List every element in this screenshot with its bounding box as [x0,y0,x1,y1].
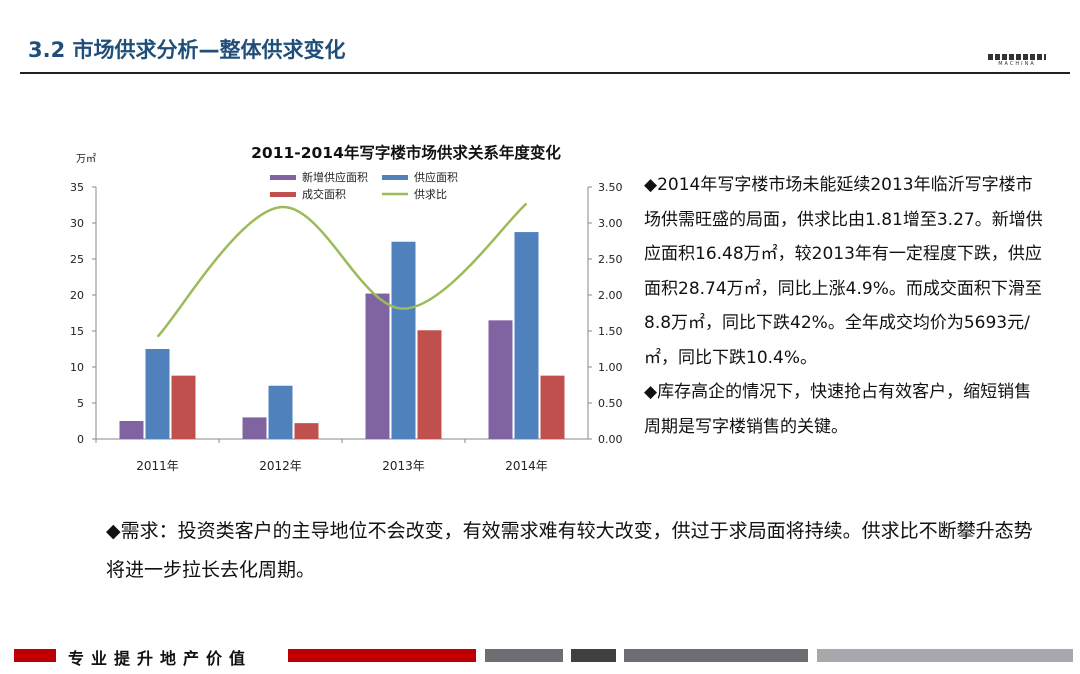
bullet-item: ◆库存高企的情况下，快速抢占有效客户，缩短销售周期是写字楼销售的关键。 [644,382,1032,437]
legend-label: 成交面积 [302,187,346,201]
y2-tick-label: 1.00 [598,361,623,374]
footer-bar-light [817,649,1073,662]
supply-demand-chart: 2011-2014年写字楼市场供求关系年度变化 万㎡ 0 5 10 15 20 25 30 3… [70,143,623,473]
bar-3 [171,375,196,439]
x-tick-label: 2013年 [382,459,425,473]
legend-label: 供应面积 [414,170,458,184]
y-tick-label: 15 [70,325,84,338]
y2-tick-label: 1.50 [598,325,623,338]
y-tick-label: 25 [70,253,84,266]
bar-1 [242,417,267,439]
x-tick-label: 2011年 [136,459,179,473]
title-divider [20,72,1070,74]
y-tick-label: 35 [70,181,84,194]
x-tick-label: 2012年 [259,459,302,473]
footer-slogan: 专业提升地产价值 [68,649,253,668]
legend-label: 供求比 [414,187,447,201]
legend-label: 新增供应面积 [302,170,368,184]
y-tick-label: 30 [70,217,84,230]
page-title: 3.2 市场供求分析—整体供求变化 [28,38,346,62]
legend-swatch [270,192,296,197]
footer-bar-gray-2 [624,649,808,662]
bar-3 [540,375,565,439]
y2-tick-label: 2.00 [598,289,623,302]
legend-swatch [270,175,296,180]
y2-tick-label: 0.00 [598,433,623,446]
y-tick-label: 0 [77,433,84,446]
company-logo: MACHINA [984,54,1050,70]
bar-1 [365,293,390,439]
y-tick-label: 20 [70,289,84,302]
y-tick-label: 10 [70,361,84,374]
y-tick-label: 5 [77,397,84,410]
x-tick-label: 2014年 [505,459,548,473]
y-axis-unit-label: 万㎡ [76,153,96,165]
y2-tick-label: 3.50 [598,181,623,194]
footer-bar-gray [485,649,563,662]
bar-1 [488,320,513,439]
bullet-item: ◆2014年写字楼市场未能延续2013年临沂写字楼市场供需旺盛的局面，供求比由1… [644,175,1043,368]
bar-2 [268,385,293,439]
footer-bar-dark [571,649,616,662]
bar-3 [417,330,442,439]
footer-bar-red-left [14,649,56,662]
demand-summary: ◆需求：投资类客户的主导地位不会改变，有效需求难有较大改变，供过于求局面将持续。… [106,512,1036,590]
bar-2 [514,232,539,439]
bar-2 [391,241,416,439]
demand-text: ◆需求：投资类客户的主导地位不会改变，有效需求难有较大改变，供过于求局面将持续。… [106,520,1033,581]
footer-bar-red [288,649,476,662]
y2-tick-label: 2.50 [598,253,623,266]
bar-1 [119,421,144,439]
ratio-line [156,202,528,338]
bar-3 [294,423,319,439]
y2-tick-label: 3.00 [598,217,623,230]
analysis-bullets: ◆2014年写字楼市场未能延续2013年临沂写字楼市场供需旺盛的局面，供求比由1… [644,168,1044,444]
bar-2 [145,349,170,439]
chart-title: 2011-2014年写字楼市场供求关系年度变化 [251,143,561,162]
legend-swatch [382,175,408,180]
y2-tick-label: 0.50 [598,397,623,410]
